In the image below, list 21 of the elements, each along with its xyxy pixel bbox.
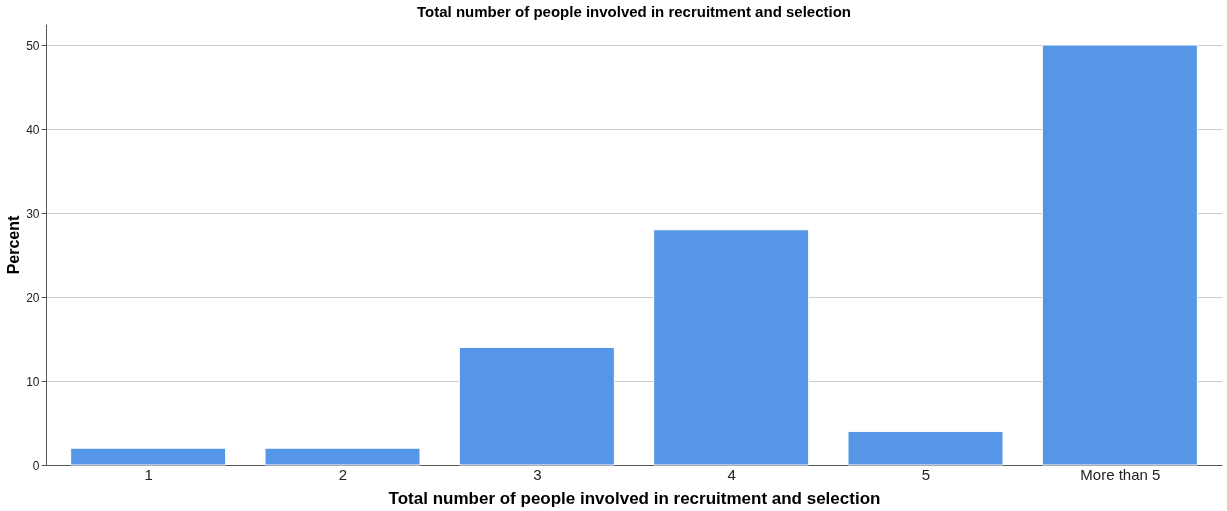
chart-title: Total number of people involved in recruitment and selection xyxy=(417,3,851,20)
x-tick-label: 4 xyxy=(727,465,736,483)
bar xyxy=(653,229,810,466)
bar xyxy=(70,447,227,466)
x-tick-label: 5 xyxy=(921,465,931,483)
bar xyxy=(458,346,615,466)
bar xyxy=(1041,44,1198,466)
y-axis-title: Percent xyxy=(5,214,23,275)
y-tick-label: 0 xyxy=(32,458,40,473)
x-tick-label: 2 xyxy=(338,465,348,483)
y-tick-label: 30 xyxy=(26,206,40,221)
y-tick-label: 50 xyxy=(26,38,40,53)
bar xyxy=(264,447,421,466)
x-axis-title: Total number of people involved in recruitment and selection xyxy=(388,488,881,508)
x-tick-label: 1 xyxy=(144,465,153,483)
x-tick-label: More than 5 xyxy=(1080,465,1161,483)
bar xyxy=(847,430,1004,466)
y-tick-label: 20 xyxy=(26,290,40,305)
x-tick-label: 3 xyxy=(533,465,542,483)
y-tick-label: 10 xyxy=(26,374,40,389)
y-tick-label: 40 xyxy=(26,122,40,137)
